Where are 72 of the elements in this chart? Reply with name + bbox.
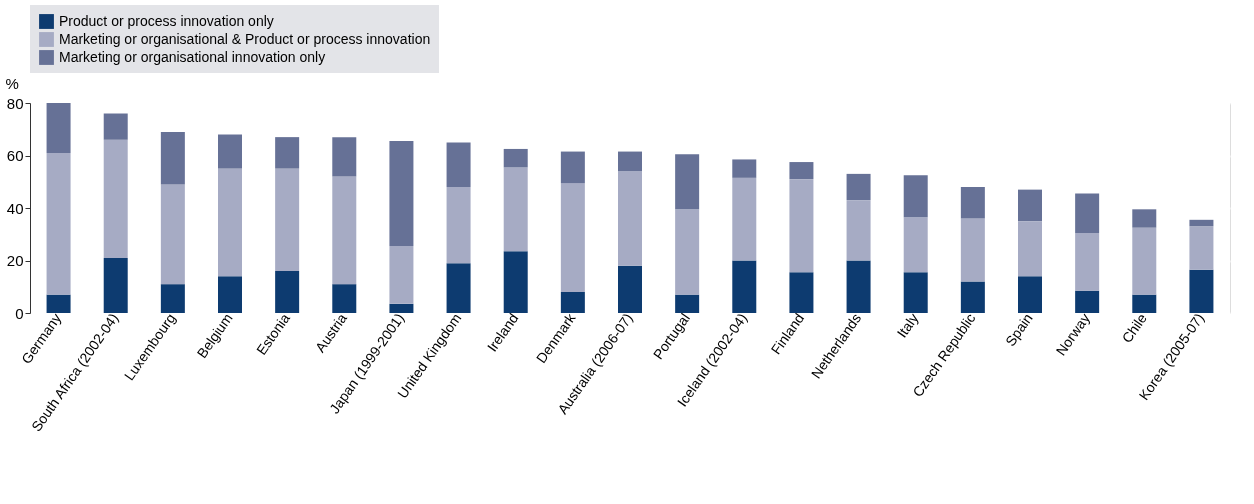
- bar: [789, 179, 814, 273]
- legend-label: Marketing or organisational innovation only: [59, 48, 326, 65]
- bar: [675, 154, 700, 210]
- bar: [903, 175, 928, 218]
- bar: [389, 246, 414, 304]
- bar: [618, 151, 642, 172]
- bar: [275, 271, 300, 313]
- bar: [332, 137, 357, 177]
- bar: [1132, 227, 1157, 295]
- bar: [503, 167, 528, 252]
- bar: [46, 103, 71, 153]
- bar: [618, 265, 642, 313]
- bar: [160, 284, 185, 313]
- bar: [218, 134, 242, 169]
- bar: [732, 177, 757, 261]
- bar: [675, 294, 700, 313]
- legend-label: Product or process innovation only: [59, 12, 274, 29]
- bar: [1018, 189, 1042, 222]
- y-tick-label: 0: [15, 304, 24, 322]
- bar: [446, 142, 471, 187]
- bar: [46, 152, 71, 295]
- bar: [160, 184, 185, 285]
- bar: [218, 168, 242, 277]
- bar: [903, 217, 928, 273]
- bar: [446, 263, 471, 313]
- bar: [275, 168, 300, 271]
- bar: [1189, 226, 1214, 270]
- bar: [103, 113, 128, 140]
- bar: [1189, 269, 1214, 313]
- bar: [103, 139, 128, 258]
- bar: [332, 176, 357, 285]
- bar: [789, 162, 814, 180]
- legend-label: Marketing or organisational & Product or process innovation: [59, 30, 431, 47]
- bar: [389, 303, 414, 313]
- bar: [560, 292, 585, 313]
- bar: [1075, 290, 1100, 313]
- bar: [846, 260, 871, 313]
- bar: [103, 257, 128, 313]
- y-tick-label: 20: [6, 252, 24, 269]
- bar: [1018, 276, 1042, 313]
- y-tick-label: 60: [6, 147, 24, 164]
- bar: [218, 276, 242, 313]
- bar: [675, 209, 700, 295]
- bar: [1132, 209, 1157, 228]
- y-tick-label: 80: [6, 94, 24, 112]
- bar: [846, 173, 871, 201]
- bar: [732, 159, 757, 178]
- bar: [1018, 221, 1042, 277]
- bar: [503, 251, 528, 313]
- bar: [1132, 294, 1157, 313]
- bar: [1075, 232, 1100, 291]
- bar: [560, 151, 585, 184]
- y-axis-title: %: [5, 74, 19, 92]
- bar: [46, 294, 71, 313]
- bar: [446, 187, 471, 264]
- y-tick-label: 40: [6, 199, 24, 217]
- bar: [618, 171, 642, 266]
- bar: [560, 183, 585, 292]
- bar: [160, 131, 185, 185]
- bar: [846, 200, 871, 261]
- bar: [789, 272, 814, 313]
- bar: [960, 281, 985, 313]
- bar: [332, 284, 357, 313]
- bar: [903, 272, 928, 313]
- bar: [732, 260, 757, 313]
- bar: [1075, 193, 1100, 233]
- bar: [389, 141, 414, 247]
- bar: [960, 187, 985, 219]
- bar: [503, 148, 528, 168]
- bar: [1189, 219, 1214, 227]
- bar: [275, 137, 300, 169]
- bar: [960, 218, 985, 282]
